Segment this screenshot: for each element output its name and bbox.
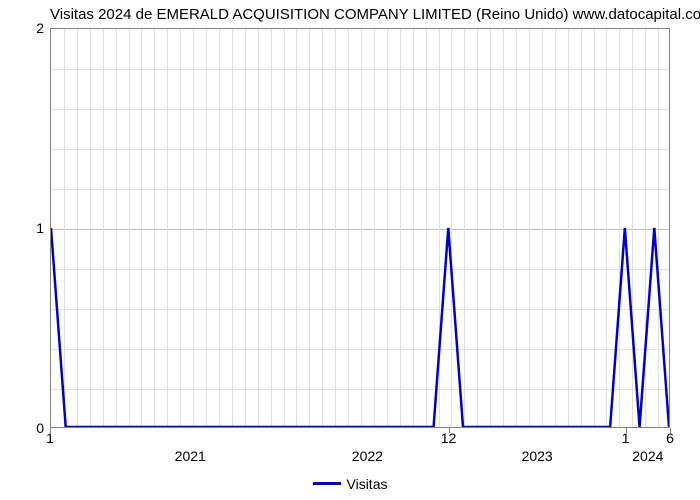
legend-label: Visitas [347, 476, 388, 492]
x-tick-label: 1 [46, 430, 54, 446]
y-tick-label: 2 [24, 20, 44, 36]
legend: Visitas [0, 472, 700, 492]
legend-swatch [313, 482, 341, 485]
x-group-label: 2021 [175, 448, 206, 464]
x-tick-label: 6 [666, 430, 674, 446]
line-series [51, 29, 669, 427]
series-line [51, 228, 669, 427]
chart-container: Visitas 2024 de EMERALD ACQUISITION COMP… [0, 0, 700, 500]
y-tick-label: 1 [24, 220, 44, 236]
x-tick-label: 1 [622, 430, 630, 446]
x-group-label: 2022 [352, 448, 383, 464]
x-group-label: 2024 [632, 448, 663, 464]
x-tick-label: 12 [441, 430, 457, 446]
x-group-label: 2023 [522, 448, 553, 464]
y-tick-label: 0 [24, 420, 44, 436]
plot-area [50, 28, 670, 428]
chart-title: Visitas 2024 de EMERALD ACQUISITION COMP… [50, 6, 700, 23]
